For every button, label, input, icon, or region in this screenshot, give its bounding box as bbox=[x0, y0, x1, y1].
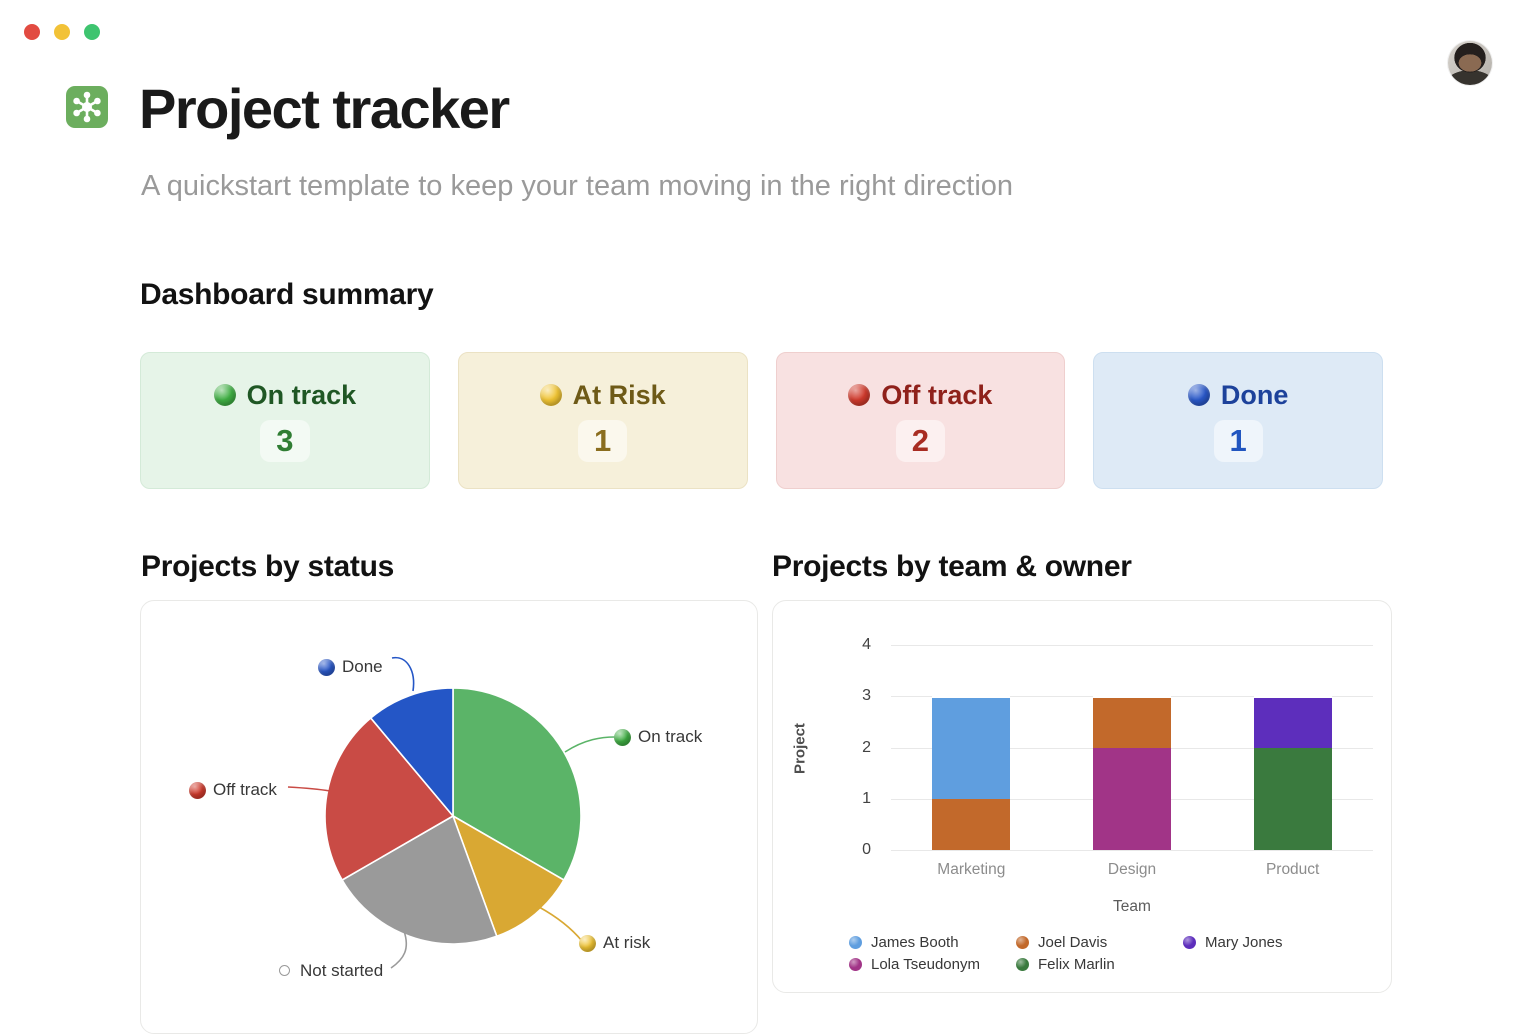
legend-dot-lola-tseudonym bbox=[849, 958, 862, 971]
bar-segment-marketing-joel-davis[interactable] bbox=[932, 798, 1011, 850]
legend-dot-felix-marlin bbox=[1016, 958, 1029, 971]
status-dot-blue-icon bbox=[1187, 384, 1210, 406]
kpi-label: Off track bbox=[881, 379, 993, 410]
page-subtitle: A quickstart template to keep your team … bbox=[141, 170, 1014, 202]
bar-segment-product-mary-jones[interactable] bbox=[1253, 696, 1332, 748]
bar-segment-design-lola-tseudonym[interactable] bbox=[1093, 747, 1171, 850]
pie-legend-dot-on-track bbox=[613, 728, 631, 746]
user-avatar[interactable] bbox=[1448, 41, 1492, 85]
legend-item-james-booth: James Booth bbox=[849, 934, 1016, 951]
kpi-count: 3 bbox=[260, 419, 310, 462]
projects-by-status-card: On track At risk Not started Off track Done bbox=[140, 600, 758, 1034]
summary-cards-row: On track 3 At Risk 1 Off track 2 Done 1 bbox=[140, 352, 1383, 489]
kpi-label: On track bbox=[246, 379, 357, 410]
status-dot-yellow-icon bbox=[539, 384, 562, 406]
status-dot-red-icon bbox=[848, 384, 871, 406]
bar-chart-legend: James Booth Joel Davis Mary Jones Lola Tseu… bbox=[849, 934, 1350, 973]
window-controls bbox=[24, 24, 100, 40]
legend-label: James Booth bbox=[871, 934, 959, 951]
y-tick-label: 0 bbox=[862, 841, 871, 858]
pie-section-title: Projects by status bbox=[141, 550, 395, 583]
pie-label-off-track: Off track bbox=[213, 780, 277, 799]
bar-section-title: Projects by team & owner bbox=[772, 550, 1132, 583]
legend-item-mary-jones: Mary Jones bbox=[1183, 934, 1350, 951]
pie-slice-at-risk[interactable] bbox=[451, 814, 565, 938]
x-category-label-product: Product bbox=[1265, 861, 1320, 878]
legend-dot-joel-davis bbox=[1016, 936, 1029, 949]
gridline-y0 bbox=[891, 850, 1373, 851]
pie-label-done: Done bbox=[342, 657, 383, 676]
legend-item-joel-davis: Joel Davis bbox=[1016, 934, 1183, 951]
zoom-button[interactable] bbox=[84, 24, 100, 40]
kpi-card-off-track: Off track 2 bbox=[775, 352, 1066, 489]
pie-callout-line bbox=[390, 930, 408, 969]
legend-item-felix-marlin: Felix Marlin bbox=[1016, 956, 1183, 973]
pie-slice-off-track[interactable] bbox=[324, 716, 455, 882]
legend-label: Joel Davis bbox=[1038, 934, 1108, 951]
pie-callout-line bbox=[538, 906, 583, 942]
legend-dot-james-booth bbox=[849, 936, 862, 949]
legend-label: Mary Jones bbox=[1205, 934, 1283, 951]
pie-chart bbox=[287, 656, 616, 969]
bar-segment-design-joel-davis[interactable] bbox=[1093, 696, 1171, 748]
y-axis-title: Project bbox=[791, 723, 809, 774]
pie-slice-done[interactable] bbox=[369, 687, 454, 819]
pie-slice-on-track[interactable] bbox=[452, 687, 582, 882]
summary-heading: Dashboard summary bbox=[140, 278, 434, 311]
bar-segment-product-felix-marlin[interactable] bbox=[1253, 747, 1332, 850]
kpi-card-on-track: On track 3 bbox=[140, 352, 430, 489]
pie-legend-dot-not-started bbox=[278, 964, 290, 976]
pie-label-on-track: On track bbox=[638, 727, 703, 746]
close-button[interactable] bbox=[24, 24, 40, 40]
pie-legend-dot-off-track bbox=[188, 781, 206, 799]
legend-dot-mary-jones bbox=[1183, 936, 1196, 949]
kpi-count: 2 bbox=[895, 419, 945, 462]
kpi-label: At Risk bbox=[572, 379, 666, 410]
legend-label: Felix Marlin bbox=[1038, 956, 1115, 973]
x-axis-title: Team bbox=[1113, 898, 1151, 915]
bar-segment-marketing-james-booth[interactable] bbox=[932, 696, 1011, 799]
kpi-card-at-risk: At Risk 1 bbox=[457, 352, 748, 489]
legend-item-lola-tseudonym: Lola Tseudonym bbox=[849, 956, 1016, 973]
pie-legend-dot-at-risk bbox=[578, 934, 596, 952]
pie-slice-not-started[interactable] bbox=[341, 814, 498, 945]
project-tracker-icon bbox=[66, 86, 108, 128]
y-tick-label: 1 bbox=[862, 789, 871, 807]
y-tick-label: 2 bbox=[862, 738, 871, 756]
pie-callout-line bbox=[287, 786, 331, 792]
pie-callout-line bbox=[391, 656, 415, 692]
minimize-button[interactable] bbox=[54, 24, 70, 40]
pie-callout-line bbox=[564, 736, 616, 753]
legend-label: Lola Tseudonym bbox=[871, 956, 980, 973]
y-tick-label: 3 bbox=[862, 687, 871, 705]
x-category-label-design: Design bbox=[1107, 861, 1157, 878]
y-tick-label: 4 bbox=[862, 636, 871, 653]
gridline-y4 bbox=[891, 645, 1373, 646]
pie-legend-dot-done bbox=[317, 658, 335, 676]
kpi-label: Done bbox=[1220, 379, 1289, 410]
pie-label-not-started: Not started bbox=[300, 961, 384, 980]
x-category-label-marketing: Marketing bbox=[937, 861, 1006, 878]
page-title: Project tracker bbox=[139, 77, 510, 140]
kpi-card-done: Done 1 bbox=[1093, 352, 1383, 489]
kpi-count: 1 bbox=[578, 419, 628, 462]
projects-by-team-card: 0 1 2 3 4 Marketing Design Product Team Project J… bbox=[772, 600, 1392, 993]
pie-label-at-risk: At risk bbox=[603, 933, 651, 952]
status-dot-green-icon bbox=[213, 384, 236, 406]
kpi-count: 1 bbox=[1213, 419, 1263, 462]
